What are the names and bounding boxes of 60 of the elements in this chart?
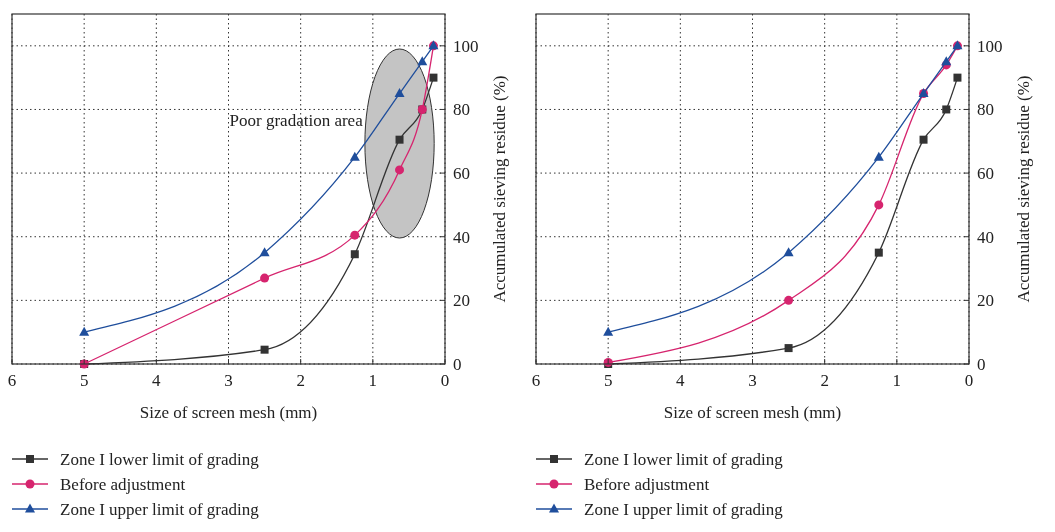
- y-tick-label: 20: [977, 291, 994, 311]
- legend-label: Before adjustment: [60, 475, 186, 494]
- point: [79, 326, 90, 336]
- point: [784, 295, 794, 305]
- point: [941, 56, 952, 66]
- x-tick-label: 1: [892, 371, 902, 390]
- point: [395, 165, 405, 175]
- y-tick-label: 60: [453, 164, 470, 184]
- x-axis-title: Size of screen mesh (mm): [139, 403, 318, 422]
- point: [783, 247, 794, 257]
- annotation: Poor gradation area: [229, 111, 364, 130]
- point: [417, 56, 428, 66]
- point: [350, 230, 360, 240]
- point: [350, 250, 359, 259]
- x-tick-label: 0: [440, 371, 450, 390]
- legend-label: Zone I upper limit of grading: [584, 500, 784, 519]
- point: [260, 273, 270, 283]
- y-tick-label: 40: [453, 227, 470, 247]
- x-tick-label: 5: [79, 371, 89, 390]
- y-tick-label: 100: [977, 36, 1003, 56]
- point: [349, 151, 360, 161]
- x-tick-label: 5: [603, 371, 613, 390]
- x-tick-label: 2: [820, 371, 829, 390]
- point: [260, 345, 269, 354]
- y-tick-label: 20: [453, 291, 470, 311]
- point: [395, 135, 404, 144]
- y-tick-label: 0: [977, 355, 986, 374]
- x-tick-label: 4: [676, 371, 686, 390]
- x-tick-label: 2: [296, 371, 305, 390]
- point: [874, 200, 884, 210]
- x-tick-label: 0: [964, 371, 974, 390]
- point: [784, 344, 793, 353]
- x-tick-label: 3: [748, 371, 757, 390]
- point: [259, 247, 270, 257]
- x-axis-title: Size of screen mesh (mm): [663, 403, 842, 422]
- x-tick-label: 3: [224, 371, 233, 390]
- point: [394, 88, 405, 98]
- y-axis-title: Accumulated sieving residue (%): [490, 75, 509, 303]
- x-tick-label: 4: [152, 371, 162, 390]
- point: [873, 151, 884, 161]
- legend-label: Zone I lower limit of grading: [584, 450, 784, 469]
- point: [953, 73, 962, 82]
- y-axis-title: Accumulated sieving residue (%): [1014, 75, 1033, 303]
- y-tick-label: 40: [977, 227, 994, 247]
- point: [919, 135, 928, 144]
- x-tick-label: 6: [7, 371, 17, 390]
- point: [429, 73, 438, 82]
- y-tick-label: 60: [977, 164, 994, 184]
- legend-label: Zone I lower limit of grading: [60, 450, 260, 469]
- point: [603, 326, 614, 336]
- point: [942, 105, 951, 114]
- y-tick-label: 80: [453, 100, 470, 120]
- legend-label: Before adjustment: [584, 475, 710, 494]
- point: [874, 248, 883, 257]
- y-tick-label: 0: [453, 355, 462, 374]
- y-tick-label: 80: [977, 100, 994, 120]
- legend-label: Zone I upper limit of grading: [60, 500, 260, 519]
- x-tick-label: 1: [368, 371, 378, 390]
- x-tick-label: 6: [531, 371, 541, 390]
- y-tick-label: 100: [453, 36, 479, 56]
